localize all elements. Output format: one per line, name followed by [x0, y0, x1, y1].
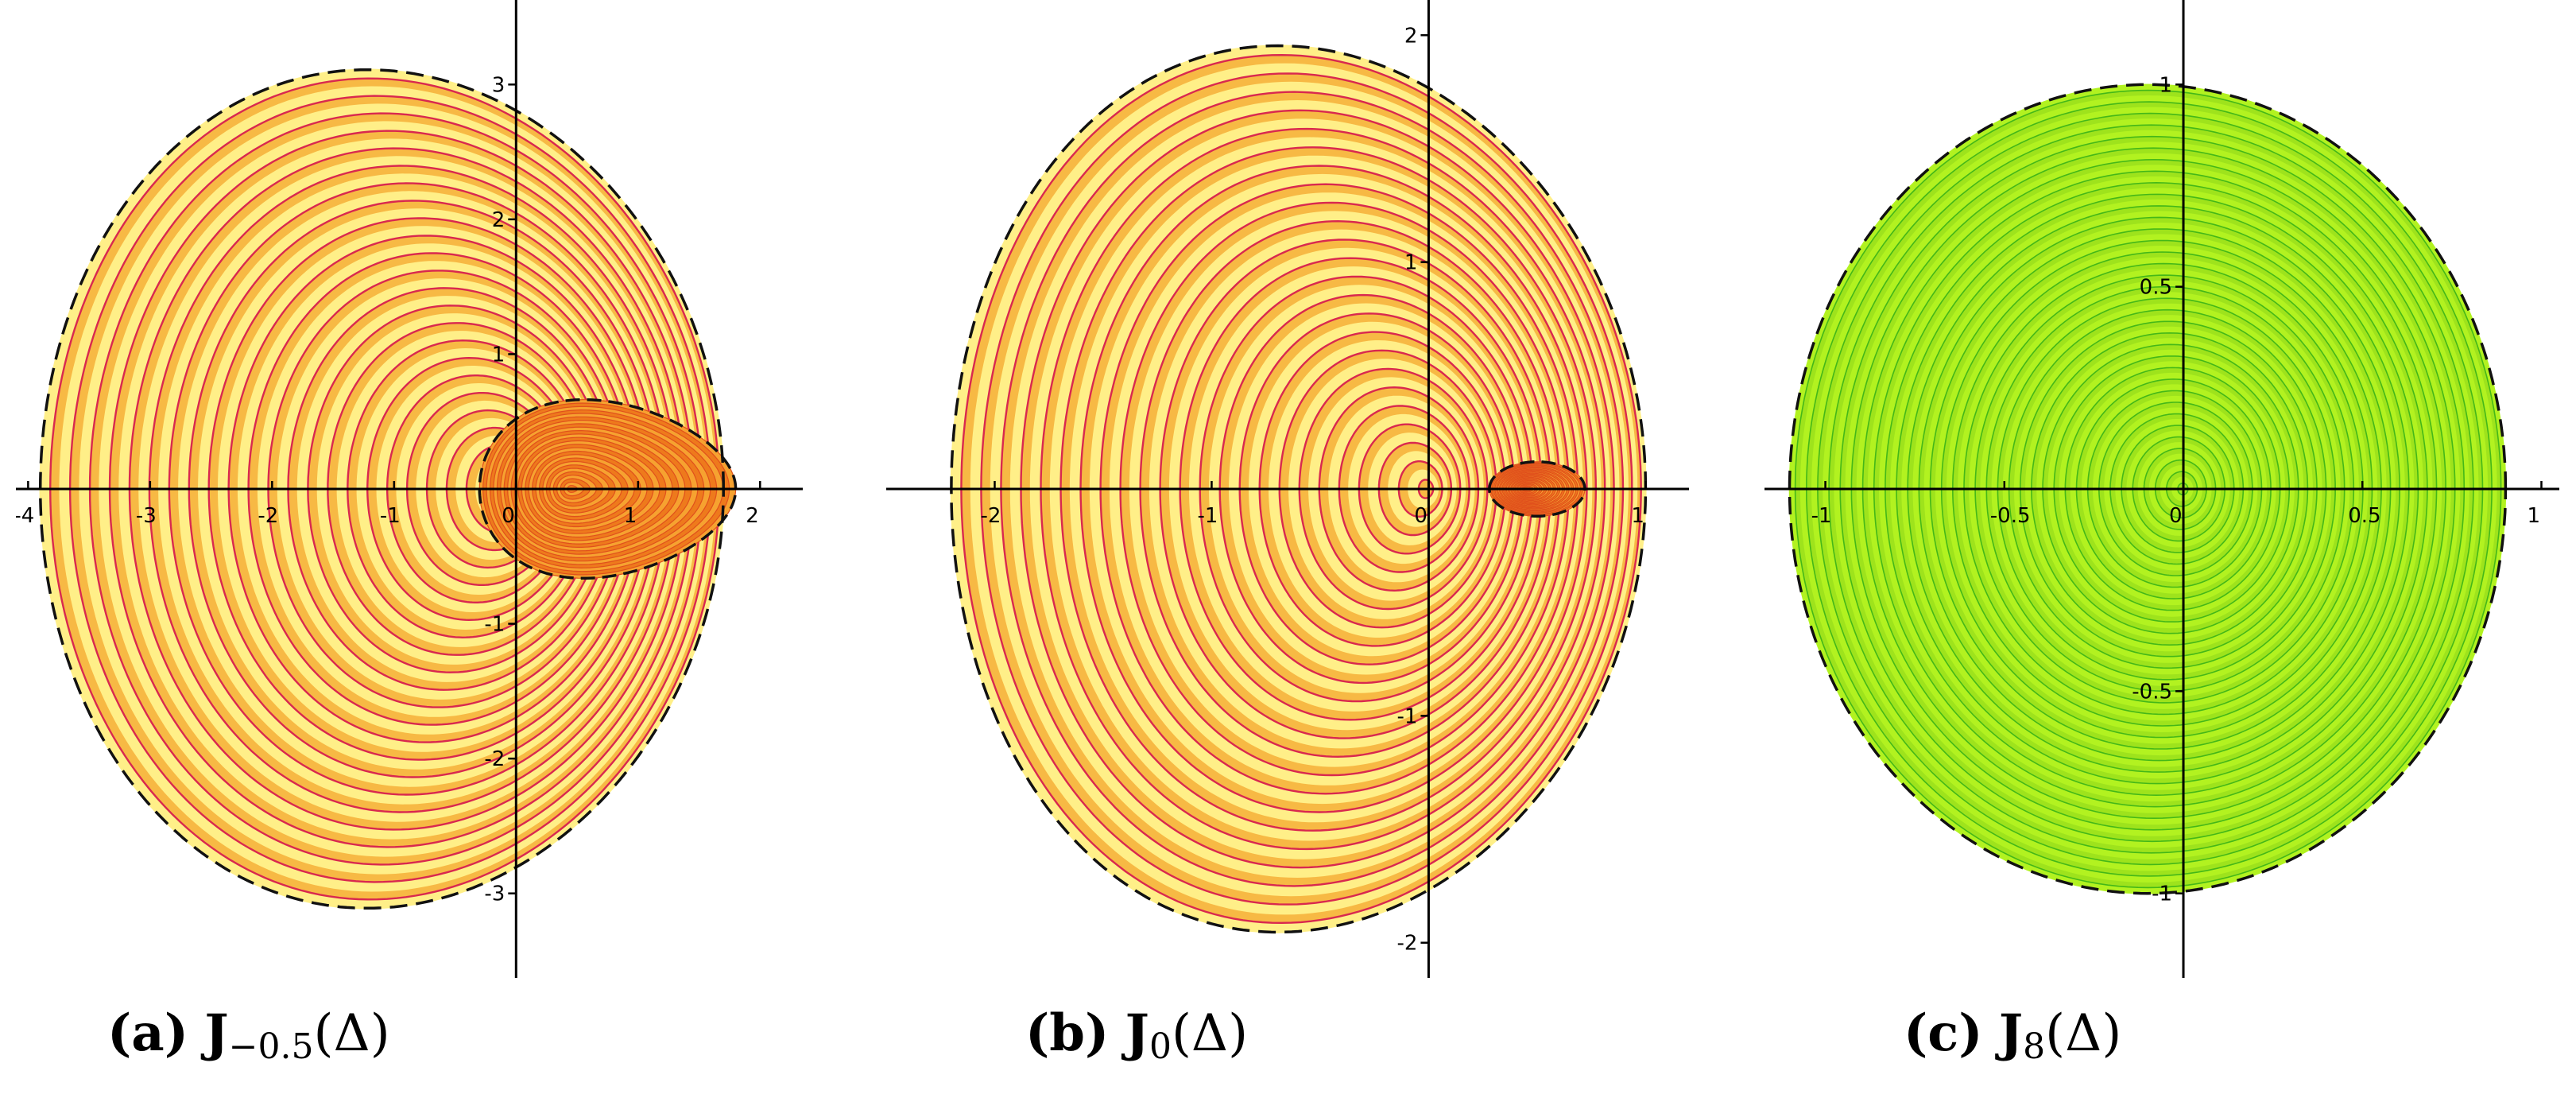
caption-symbol: J: [1998, 1003, 2024, 1063]
y-tick-label: 0.5: [2140, 276, 2172, 300]
plot-svg-b: -2 -1 0 1 -2 -1 1 2: [886, 0, 1689, 978]
caption-argument: (Δ): [313, 1004, 390, 1063]
plot-panel-a: -4 -3 -2 -1 0 1 2 -3 -2 -1 1 2 3: [16, 0, 803, 978]
plot-svg-a: -4 -3 -2 -1 0 1 2 -3 -2 -1 1 2 3: [16, 0, 803, 978]
x-tick-label: -0.5: [1990, 504, 2031, 528]
x-tick-label: -4: [16, 504, 34, 528]
caption-tag: (a): [107, 1003, 189, 1063]
y-tick-label: -0.5: [2132, 680, 2172, 704]
x-tick-label: 0: [502, 504, 515, 528]
x-tick-label: 1: [2527, 504, 2540, 528]
y-tick-label: 2: [1404, 24, 1418, 48]
caption-subscript: −0.5: [228, 1026, 314, 1067]
x-tick-label: 0: [2169, 504, 2183, 528]
inner-boundary: [478, 398, 738, 580]
caption-symbol: J: [1125, 1003, 1149, 1063]
plot-svg-c: -1 -0.5 0 0.5 1 -1 -0.5 0.5 1: [1764, 0, 2559, 978]
outer-boundary: [1788, 83, 2508, 895]
caption-symbol: J: [204, 1003, 229, 1063]
x-tick-label: 1: [624, 504, 637, 528]
plot-panel-b: -2 -1 0 1 -2 -1 1 2: [886, 0, 1689, 978]
caption-argument: (Δ): [1171, 1004, 1249, 1063]
y-tick-label: -2: [1396, 932, 1417, 956]
y-tick-label: -2: [484, 747, 505, 771]
y-tick-label: 1: [1404, 251, 1418, 275]
caption-argument: (Δ): [2045, 1004, 2122, 1063]
x-tick-label: 1: [1631, 504, 1644, 528]
x-tick-label: -1: [1811, 504, 1832, 528]
caption-tag: (c): [1904, 1003, 1983, 1063]
x-tick-label: -3: [136, 504, 157, 528]
y-tick-label: -3: [484, 883, 505, 906]
y-tick-label: -1: [484, 613, 505, 637]
x-tick-label: 0: [1414, 504, 1427, 528]
y-tick-label: 3: [492, 73, 506, 97]
x-tick-label: -1: [380, 504, 401, 528]
inner-contours: [478, 399, 737, 579]
caption-c: (c) J8(Δ): [1904, 1003, 2121, 1067]
x-tick-label: -1: [1197, 504, 1218, 528]
x-tick-label: 0.5: [2348, 504, 2380, 528]
caption-b: (b) J0(Δ): [1025, 1003, 1248, 1067]
caption-subscript: 0: [1149, 1026, 1172, 1067]
x-tick-label: -2: [258, 504, 278, 528]
y-tick-label: -1: [1396, 704, 1417, 728]
caption-subscript: 8: [2023, 1026, 2046, 1067]
y-tick-label: 2: [492, 208, 506, 232]
y-tick-label: 1: [492, 343, 506, 367]
y-tick-label: -1: [2152, 883, 2172, 906]
x-tick-label: 2: [746, 504, 759, 528]
plot-panel-c: -1 -0.5 0 0.5 1 -1 -0.5 0.5 1: [1764, 0, 2559, 978]
caption-a: (a) J−0.5(Δ): [107, 1003, 390, 1067]
y-tick-label: 1: [2159, 73, 2172, 97]
x-tick-label: -2: [980, 504, 1001, 528]
caption-tag: (b): [1025, 1003, 1110, 1063]
